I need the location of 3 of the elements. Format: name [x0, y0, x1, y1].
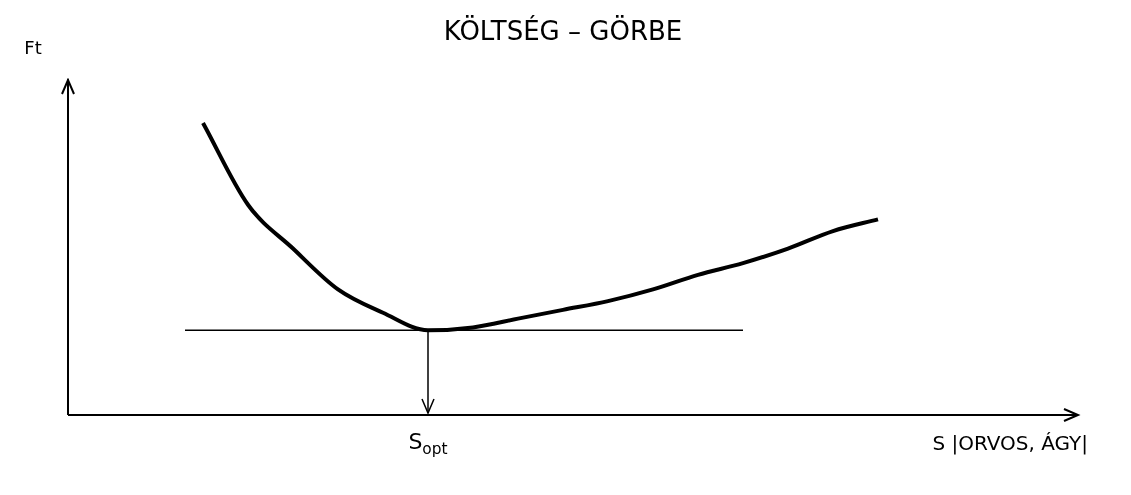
x-axis-title: S |ORVOS, ÁGY| [932, 431, 1088, 456]
y-axis-title: Ft [24, 36, 42, 58]
chart-title: KÖLTSÉG – GÖRBE [443, 15, 683, 47]
